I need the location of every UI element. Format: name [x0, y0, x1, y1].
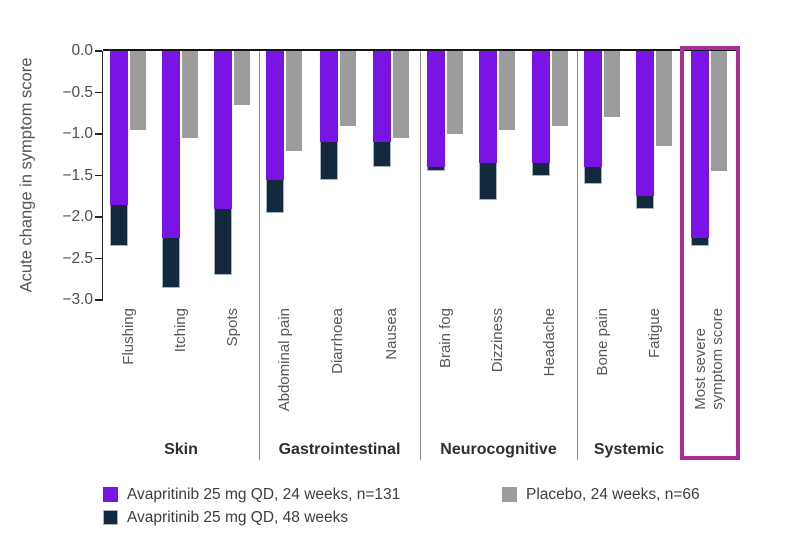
bar-headache-avapritinib-24wk — [531, 51, 550, 164]
y-axis-tick — [94, 91, 102, 94]
bar-dizziness-placebo — [499, 51, 516, 130]
y-axis-title: Acute change in symptom score — [17, 57, 36, 293]
y-axis-tick — [94, 299, 102, 301]
symptom-label-diarrhoea: Diarrhoea — [329, 308, 347, 374]
legend-label-placebo-24wk: Placebo, 24 weeks, n=66 — [526, 486, 700, 503]
group-divider — [419, 51, 421, 460]
group-label-systemic: Systemic — [593, 441, 665, 458]
bar-spots-placebo — [234, 51, 250, 105]
y-axis-tick-label: −0.5 — [62, 83, 93, 101]
bar-headache-placebo — [551, 51, 568, 126]
legend-label-avapritinib-48wk: Avapritinib 25 mg QD, 48 weeks — [127, 509, 349, 526]
bar-itching-avapritinib-24wk — [162, 51, 180, 238]
group-divider — [258, 51, 260, 460]
y-axis-tick — [94, 50, 102, 52]
bar-abdominal-pain-placebo — [286, 51, 302, 151]
y-axis-tick — [94, 257, 102, 260]
bar-bone-pain-avapritinib-24wk — [584, 51, 602, 168]
bar-diarrhoea-placebo — [339, 51, 356, 126]
group-label-skin: Skin — [164, 441, 198, 458]
bar-dizziness-avapritinib-24wk — [479, 51, 498, 164]
y-axis-spine — [101, 51, 103, 301]
bar-brain-fog-avapritinib-24wk — [427, 51, 445, 168]
group-divider — [576, 51, 578, 460]
legend-swatch-avapritinib-48wk — [103, 510, 118, 525]
symptom-label-dizziness: Dizziness — [488, 308, 506, 373]
bar-fatigue-avapritinib-24wk — [636, 51, 654, 197]
y-axis-tick — [94, 174, 102, 177]
y-axis-tick-label: −2.5 — [62, 249, 93, 267]
bar-most-severe-symptom-score-avapritinib-24wk — [691, 51, 709, 238]
symptom-label-flushing: Flushing — [119, 308, 137, 365]
symptom-label-spots: Spots — [223, 308, 241, 347]
y-axis-tick-label: −1.5 — [62, 166, 93, 184]
bar-bone-pain-placebo — [604, 51, 620, 118]
y-axis-tick-label: −3.0 — [62, 291, 93, 308]
bar-itching-placebo — [182, 51, 198, 139]
bar-brain-fog-placebo — [447, 51, 463, 134]
y-axis-tick-label: 0.0 — [71, 42, 93, 59]
bar-diarrhoea-avapritinib-24wk — [319, 51, 338, 143]
group-label-gastrointestinal: Gastrointestinal — [278, 441, 401, 458]
zero-baseline — [103, 49, 737, 52]
legend-swatch-placebo-24wk — [502, 487, 517, 502]
symptom-label-abdominal-pain: Abdominal pain — [275, 308, 293, 412]
y-axis-tick-label: −1.0 — [62, 125, 93, 142]
symptom-label-bone-pain: Bone pain — [593, 308, 611, 376]
symptom-label-nausea: Nausea — [382, 308, 400, 360]
legend-label-avapritinib-24wk: Avapritinib 25 mg QD, 24 weeks, n=131 — [127, 486, 401, 503]
bar-most-severe-symptom-score-placebo — [711, 51, 727, 172]
bar-flushing-avapritinib-24wk — [110, 51, 128, 205]
bar-nausea-avapritinib-24wk — [373, 51, 392, 143]
y-axis-tick — [94, 216, 102, 218]
bar-spots-avapritinib-24wk — [214, 51, 232, 209]
bar-abdominal-pain-avapritinib-24wk — [266, 51, 284, 180]
symptom-label-itching: Itching — [171, 308, 189, 353]
legend-swatch-avapritinib-24wk — [103, 487, 118, 502]
symptom-label-fatigue: Fatigue — [645, 308, 663, 359]
highlight-box-most-severe — [680, 46, 740, 460]
symptom-label-brain-fog: Brain fog — [436, 308, 454, 369]
group-label-neurocognitive: Neurocognitive — [440, 441, 557, 458]
y-axis-tick — [94, 133, 102, 135]
symptom-label-headache: Headache — [541, 308, 559, 377]
bar-nausea-placebo — [393, 51, 410, 139]
bar-fatigue-placebo — [656, 51, 672, 147]
bar-flushing-placebo — [130, 51, 146, 130]
y-axis-tick-label: −2.0 — [62, 208, 93, 225]
